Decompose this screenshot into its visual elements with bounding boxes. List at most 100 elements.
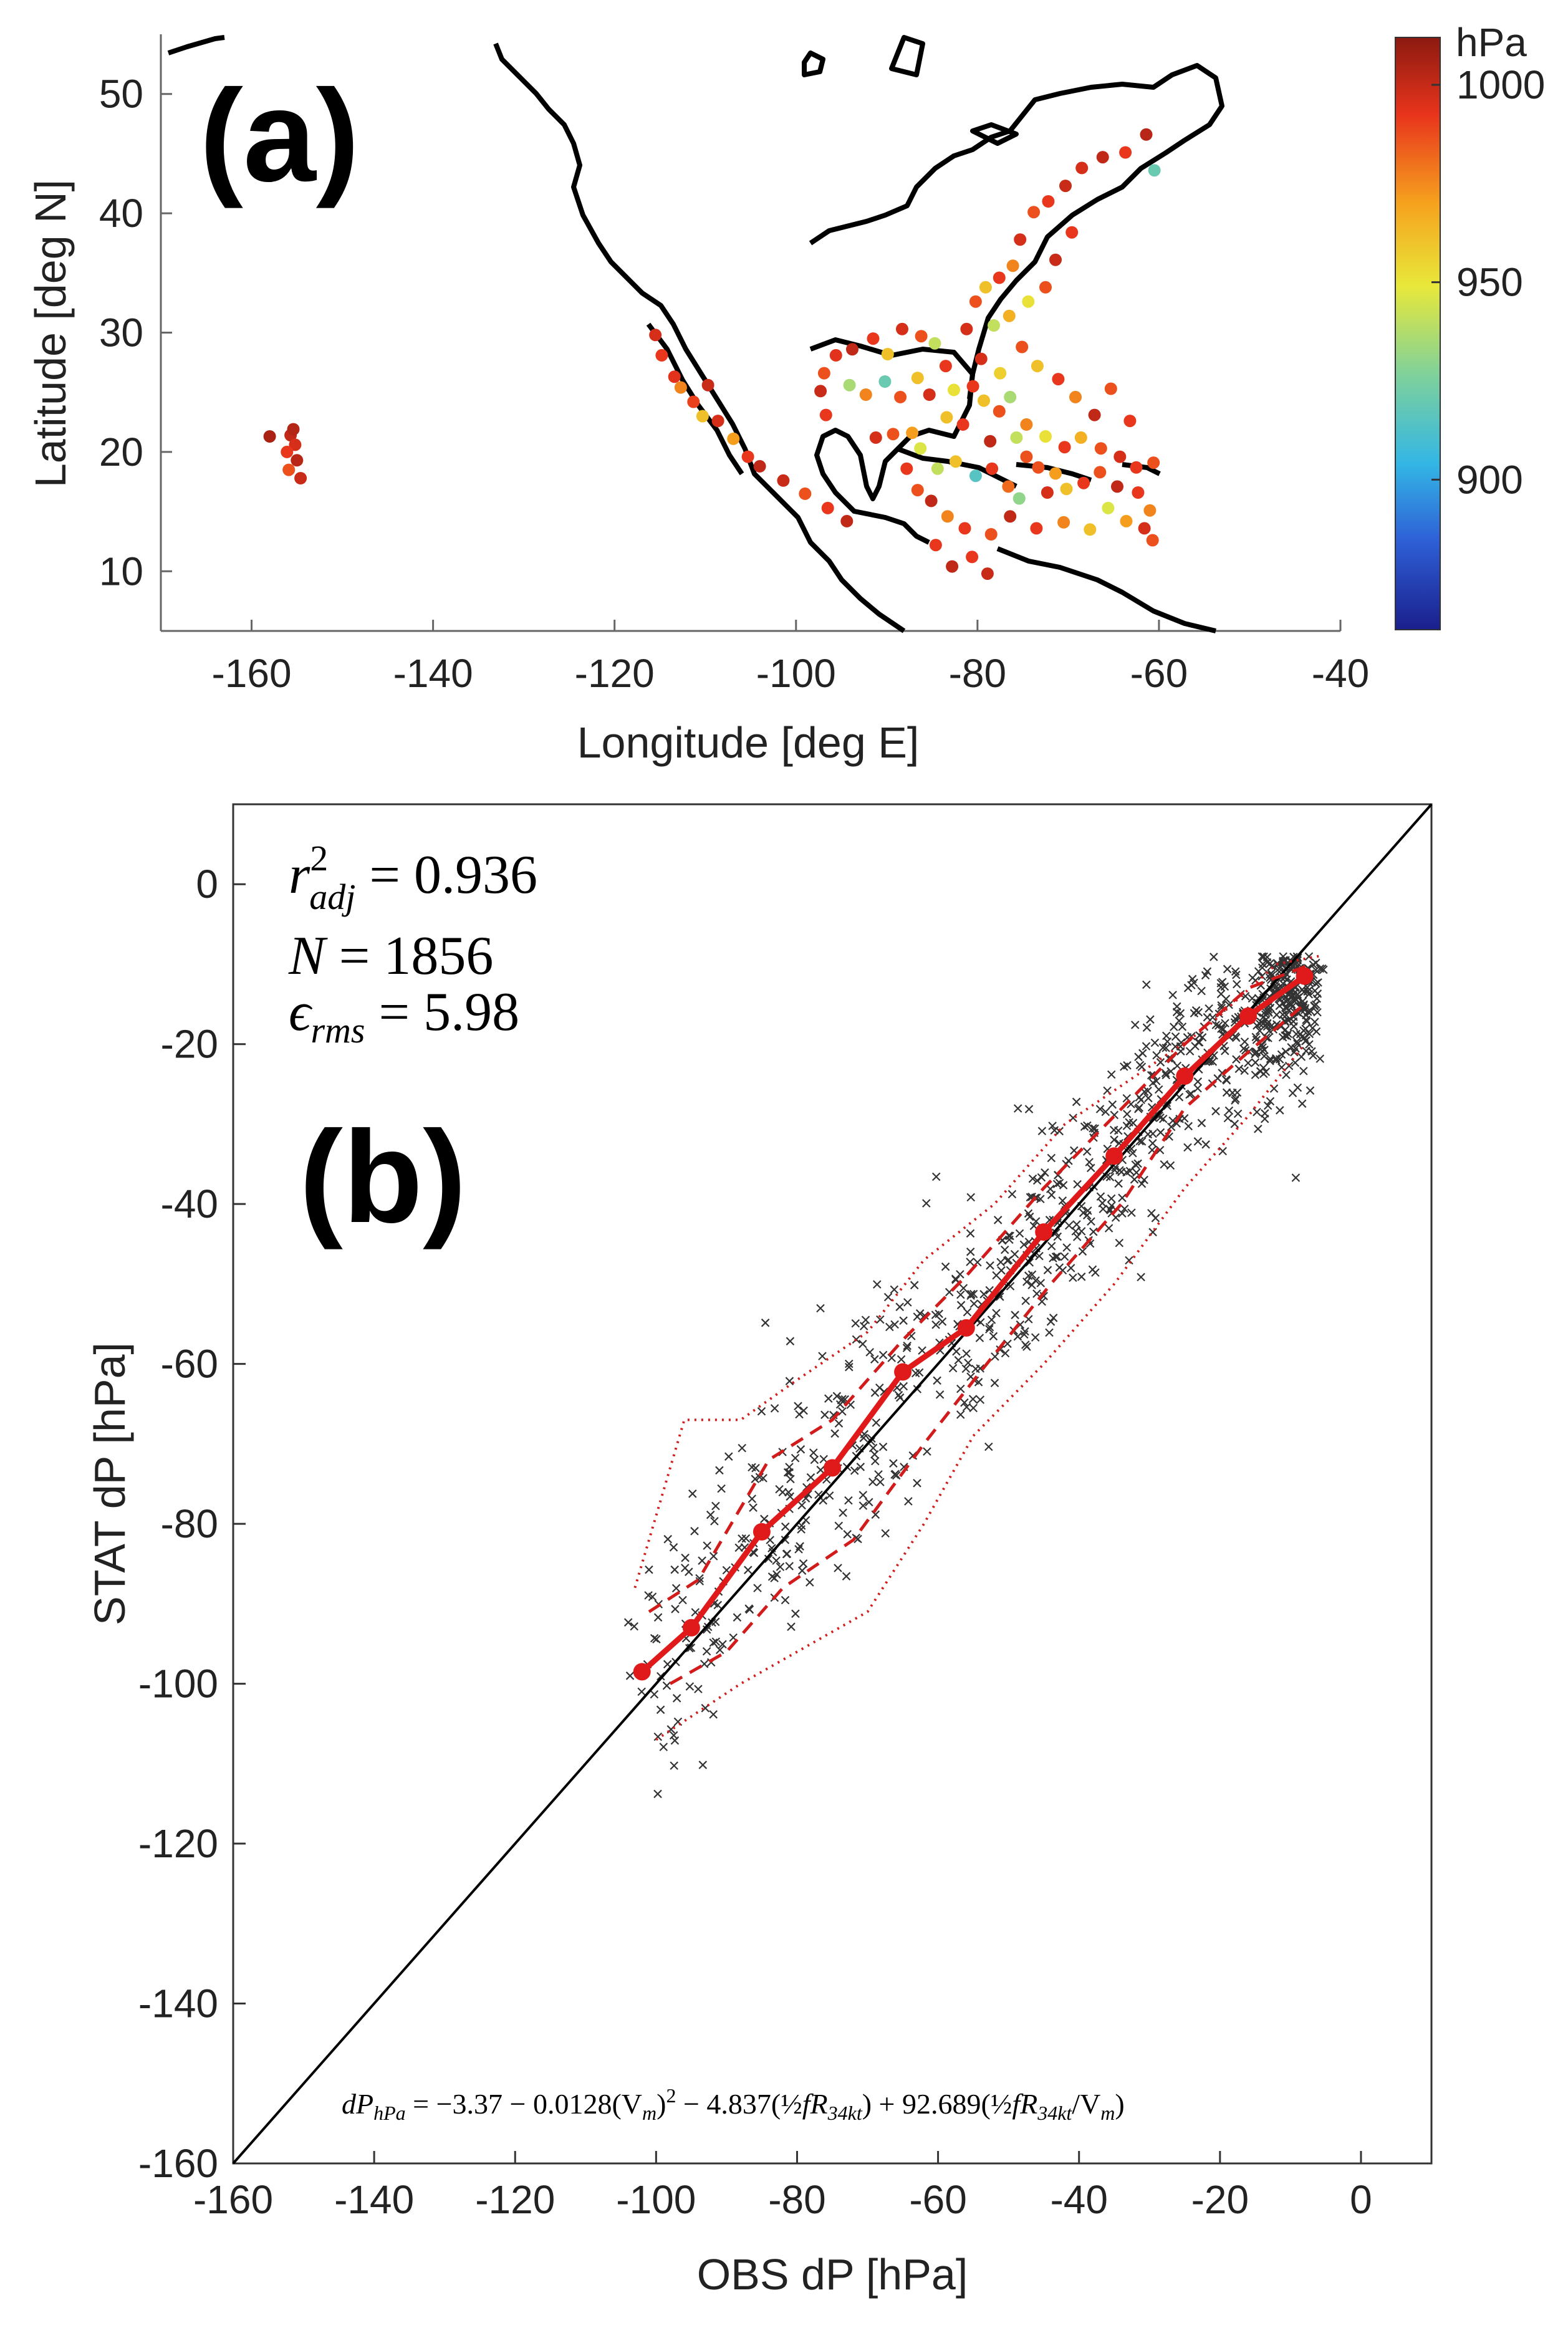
bin-mean-marker <box>1239 1007 1257 1025</box>
scatter-point <box>975 1334 984 1342</box>
bin-mean-marker <box>753 1523 771 1541</box>
scatter-point <box>878 1350 888 1360</box>
scatter-y-tick-label: -160 <box>138 2141 218 2186</box>
scatter-point <box>1312 979 1320 988</box>
scatter-point <box>1186 1089 1196 1099</box>
map-point <box>1119 146 1132 159</box>
scatter-point <box>1253 1021 1261 1030</box>
map-points <box>263 128 1161 580</box>
scatter-point <box>966 1229 975 1238</box>
scatter-y-tick-label: -80 <box>161 1501 219 1546</box>
map-point <box>1058 441 1071 454</box>
scatter-point <box>1266 1057 1274 1066</box>
scatter-point <box>834 1419 844 1428</box>
scatter-point <box>678 1595 687 1605</box>
map-point <box>939 360 952 373</box>
scatter-point <box>1114 1126 1123 1135</box>
scatter-point <box>1043 1266 1052 1274</box>
map-point <box>900 462 913 475</box>
scatter-point <box>902 1344 911 1352</box>
scatter-point <box>872 1418 881 1427</box>
map-point <box>914 442 927 455</box>
scatter-point <box>991 1352 999 1361</box>
scatter-point <box>1001 1349 1010 1358</box>
scatter-point <box>1107 1070 1116 1079</box>
map-point <box>1084 523 1097 536</box>
scatter-point <box>941 1262 950 1271</box>
scatter-point <box>786 1474 795 1484</box>
scatter-point <box>796 1445 806 1454</box>
scatter-point <box>1031 1217 1041 1226</box>
scatter-point <box>1105 1173 1115 1181</box>
map-point <box>931 462 944 475</box>
scatter-point <box>772 1570 781 1579</box>
scatter-point <box>1137 1137 1147 1146</box>
scatter-point <box>1220 982 1229 991</box>
scatter-point <box>1140 1175 1148 1185</box>
map-point <box>1003 309 1016 322</box>
scatter-point <box>786 1337 795 1345</box>
scatter-point <box>1046 1317 1056 1326</box>
scatter-point <box>1166 1122 1176 1132</box>
scatter-point <box>903 1341 911 1350</box>
scatter-point <box>1128 1118 1138 1127</box>
bin-range-lower-line <box>655 1043 1306 1741</box>
scatter-point <box>1031 1276 1040 1285</box>
scatter-point <box>782 1549 791 1559</box>
scatter-point <box>1210 953 1218 961</box>
map-point <box>687 395 700 408</box>
map-y-tick-label: 20 <box>99 430 143 474</box>
scatter-point <box>859 1491 868 1499</box>
map-point <box>1113 450 1127 463</box>
map-point <box>925 494 938 508</box>
scatter-point <box>1263 953 1272 961</box>
map-point <box>821 501 834 514</box>
scatter-point <box>1315 1054 1325 1063</box>
scatter-point <box>806 1473 815 1482</box>
map-point <box>649 329 662 342</box>
map-point <box>263 430 276 443</box>
scatter-point <box>1281 1003 1290 1012</box>
scatter-point <box>1072 1220 1081 1229</box>
scatter-point <box>1003 1339 1012 1349</box>
bin-mean-marker <box>957 1319 975 1337</box>
map-point <box>281 445 294 458</box>
scatter-point <box>685 1643 694 1653</box>
bin-mean-marker <box>1035 1223 1053 1241</box>
scatter-point <box>956 1290 965 1299</box>
scatter-point <box>820 1410 829 1420</box>
scatter-point <box>1107 1194 1116 1203</box>
map-point <box>777 474 790 487</box>
scatter-point <box>1267 969 1276 978</box>
bin-mean-marker <box>894 1363 912 1381</box>
map-point <box>668 370 681 383</box>
map-point <box>974 352 988 365</box>
scatter-point <box>1072 1233 1082 1241</box>
scatter-point <box>1231 1094 1240 1104</box>
scatter-point <box>1098 1198 1107 1208</box>
scatter-point <box>1183 1143 1192 1152</box>
scatter-point <box>741 1534 751 1543</box>
scatter-point <box>1191 1042 1200 1051</box>
scatter-point <box>1021 1296 1030 1306</box>
scatter-point <box>851 1319 860 1328</box>
map-point <box>928 337 941 350</box>
scatter-point <box>1292 994 1301 1004</box>
scatter-point <box>915 1368 924 1377</box>
scatter-point <box>1058 1196 1067 1205</box>
scatter-point <box>890 1320 899 1329</box>
scatter-point <box>824 1394 833 1403</box>
map-x-tick-label: -140 <box>393 651 473 696</box>
map-point <box>1138 522 1151 535</box>
scatter-point <box>1231 1096 1239 1105</box>
scatter-point <box>1254 994 1263 1003</box>
map-y-tick-label: 40 <box>99 191 143 236</box>
map-point <box>1059 180 1072 193</box>
scatter-x-axis-label: OBS dP [hPa] <box>697 2250 968 2299</box>
scatter-point <box>979 1290 988 1299</box>
scatter-point <box>1175 1016 1183 1026</box>
scatter-point <box>787 1622 796 1631</box>
scatter-point <box>989 1332 998 1341</box>
scatter-point <box>796 1542 804 1551</box>
scatter-point <box>1190 978 1198 988</box>
